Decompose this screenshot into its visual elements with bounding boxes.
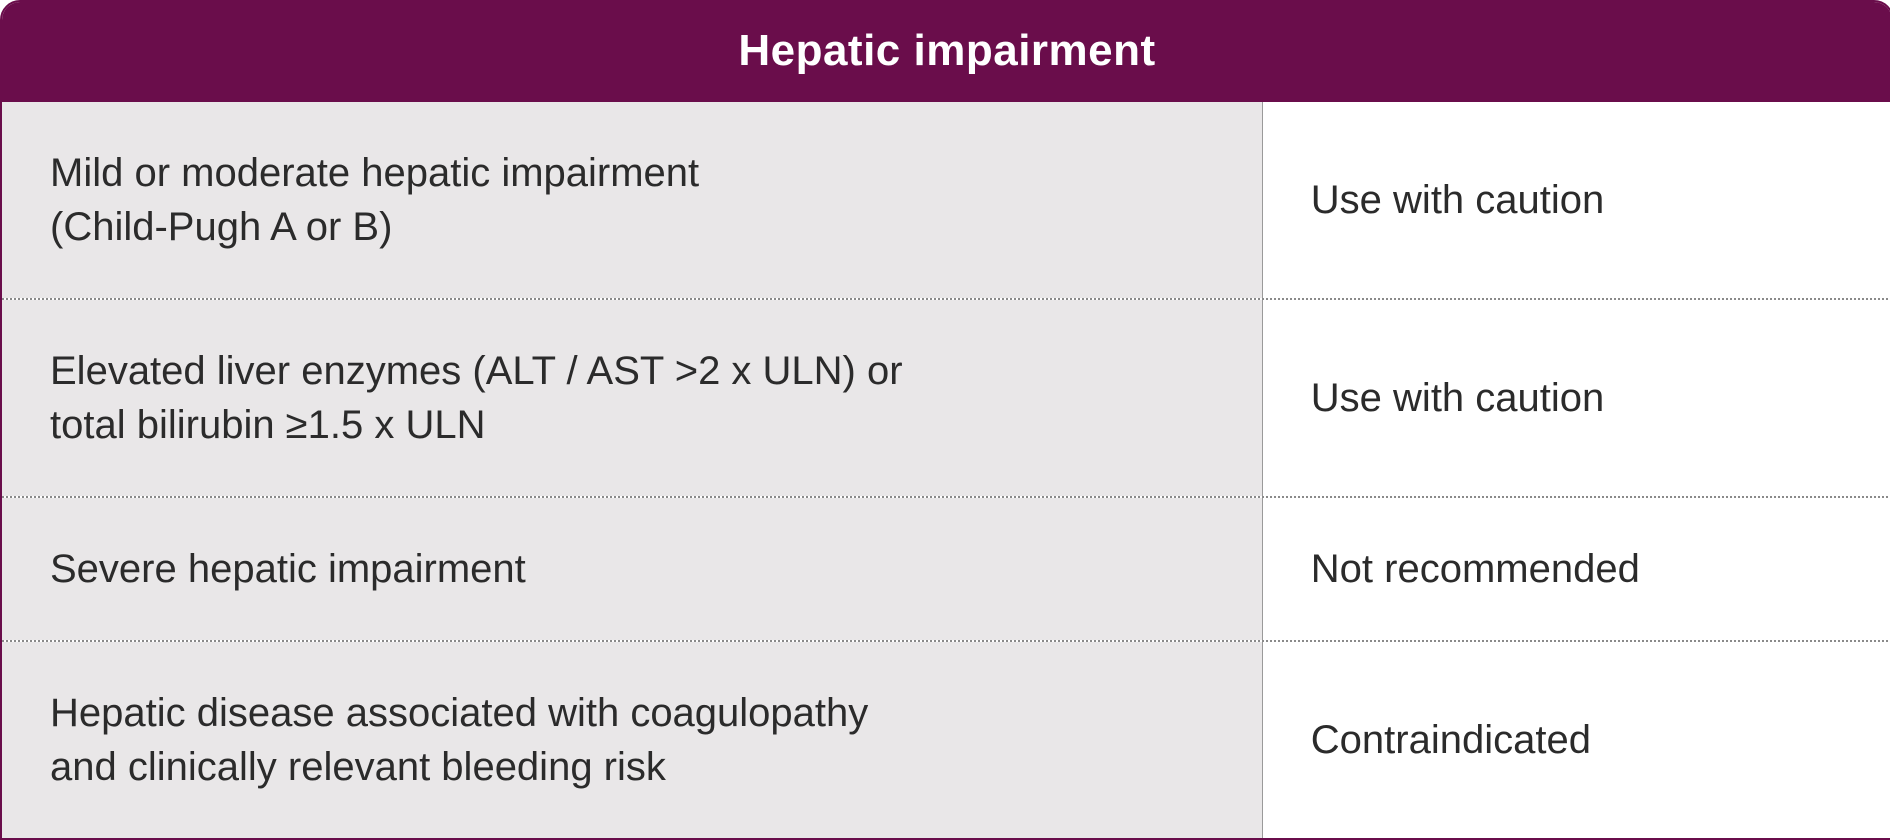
recommendation-text: Use with caution <box>1311 173 1604 227</box>
table-row: Mild or moderate hepatic impairment (Chi… <box>2 102 1890 298</box>
condition-cell: Severe hepatic impairment <box>2 498 1263 640</box>
table-row: Elevated liver enzymes (ALT / AST >2 x U… <box>2 298 1890 496</box>
condition-line: (Child-Pugh A or B) <box>50 200 1222 254</box>
recommendation-cell: Contraindicated <box>1263 642 1890 838</box>
condition-line: total bilirubin ≥1.5 x ULN <box>50 398 1222 452</box>
condition-line: Mild or moderate hepatic impairment <box>50 146 1222 200</box>
condition-line: Hepatic disease associated with coagulop… <box>50 686 1222 740</box>
recommendation-text: Contraindicated <box>1311 713 1591 767</box>
recommendation-text: Not recommended <box>1311 542 1640 596</box>
table-row: Severe hepatic impairment Not recommende… <box>2 496 1890 640</box>
condition-cell: Mild or moderate hepatic impairment (Chi… <box>2 102 1263 298</box>
condition-line: and clinically relevant bleeding risk <box>50 740 1222 794</box>
condition-cell: Hepatic disease associated with coagulop… <box>2 642 1263 838</box>
table-title: Hepatic impairment <box>738 26 1155 75</box>
hepatic-impairment-table: Hepatic impairment Mild or moderate hepa… <box>0 0 1890 840</box>
table-header: Hepatic impairment <box>2 2 1890 102</box>
condition-cell: Elevated liver enzymes (ALT / AST >2 x U… <box>2 300 1263 496</box>
condition-line: Severe hepatic impairment <box>50 542 1222 596</box>
condition-line: Elevated liver enzymes (ALT / AST >2 x U… <box>50 344 1222 398</box>
recommendation-text: Use with caution <box>1311 371 1604 425</box>
recommendation-cell: Use with caution <box>1263 300 1890 496</box>
recommendation-cell: Use with caution <box>1263 102 1890 298</box>
table-row: Hepatic disease associated with coagulop… <box>2 640 1890 838</box>
recommendation-cell: Not recommended <box>1263 498 1890 640</box>
